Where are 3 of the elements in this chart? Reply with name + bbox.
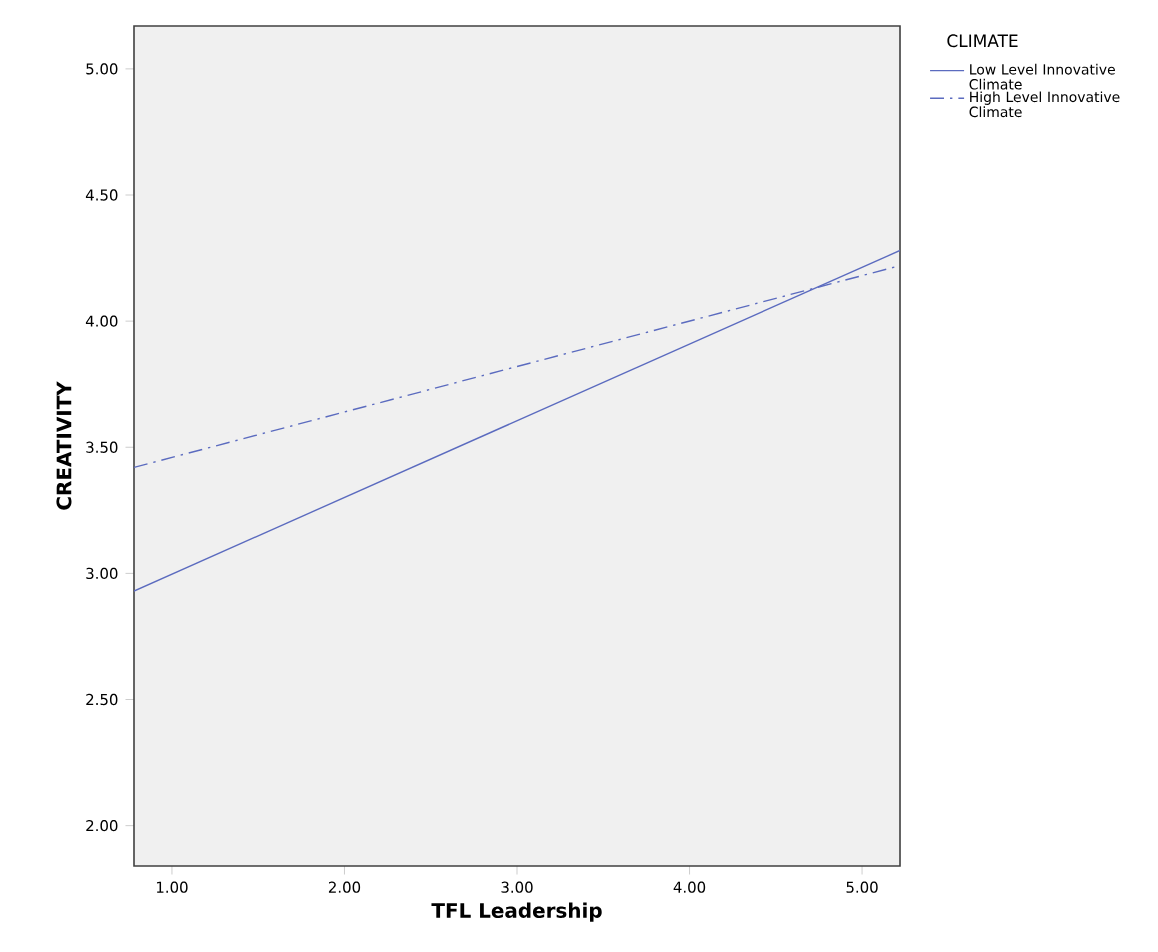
y-axis-title: CREATIVITY xyxy=(56,381,72,510)
x-axis-title: TFL Leadership xyxy=(431,902,602,922)
legend-title: CLIMATE xyxy=(947,34,1018,48)
